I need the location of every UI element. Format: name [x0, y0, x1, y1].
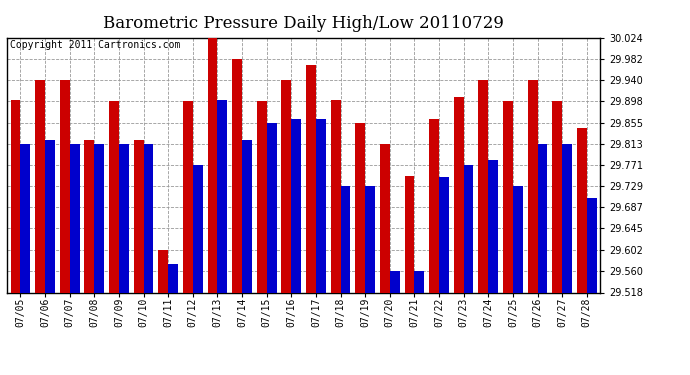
- Bar: [217, 100, 227, 292]
- Bar: [158, 250, 168, 292]
- Bar: [390, 272, 400, 292]
- Bar: [562, 144, 572, 292]
- Bar: [35, 80, 45, 292]
- Bar: [233, 58, 242, 292]
- Bar: [365, 186, 375, 292]
- Bar: [429, 119, 439, 292]
- Bar: [134, 140, 144, 292]
- Bar: [45, 140, 55, 292]
- Bar: [513, 186, 523, 292]
- Bar: [478, 80, 489, 292]
- Bar: [109, 101, 119, 292]
- Bar: [242, 140, 252, 292]
- Bar: [464, 165, 473, 292]
- Bar: [95, 144, 104, 292]
- Bar: [489, 160, 498, 292]
- Bar: [60, 80, 70, 292]
- Bar: [282, 80, 291, 292]
- Bar: [144, 144, 153, 292]
- Bar: [291, 119, 301, 292]
- Bar: [208, 38, 217, 292]
- Bar: [331, 100, 341, 292]
- Bar: [528, 80, 538, 292]
- Bar: [439, 177, 449, 292]
- Bar: [415, 272, 424, 292]
- Bar: [552, 101, 562, 292]
- Bar: [10, 100, 21, 292]
- Bar: [21, 144, 30, 292]
- Bar: [119, 144, 129, 292]
- Text: Barometric Pressure Daily High/Low 20110729: Barometric Pressure Daily High/Low 20110…: [104, 15, 504, 32]
- Bar: [577, 128, 586, 292]
- Text: Copyright 2011 Cartronics.com: Copyright 2011 Cartronics.com: [10, 40, 180, 50]
- Bar: [404, 176, 415, 292]
- Bar: [84, 140, 95, 292]
- Bar: [266, 123, 277, 292]
- Bar: [341, 186, 351, 292]
- Bar: [183, 101, 193, 292]
- Bar: [503, 101, 513, 292]
- Bar: [306, 65, 316, 292]
- Bar: [380, 144, 390, 292]
- Bar: [168, 264, 178, 292]
- Bar: [193, 165, 203, 292]
- Bar: [257, 101, 266, 292]
- Bar: [70, 144, 79, 292]
- Bar: [538, 144, 547, 292]
- Bar: [355, 123, 365, 292]
- Bar: [586, 198, 597, 292]
- Bar: [316, 119, 326, 292]
- Bar: [454, 98, 464, 292]
